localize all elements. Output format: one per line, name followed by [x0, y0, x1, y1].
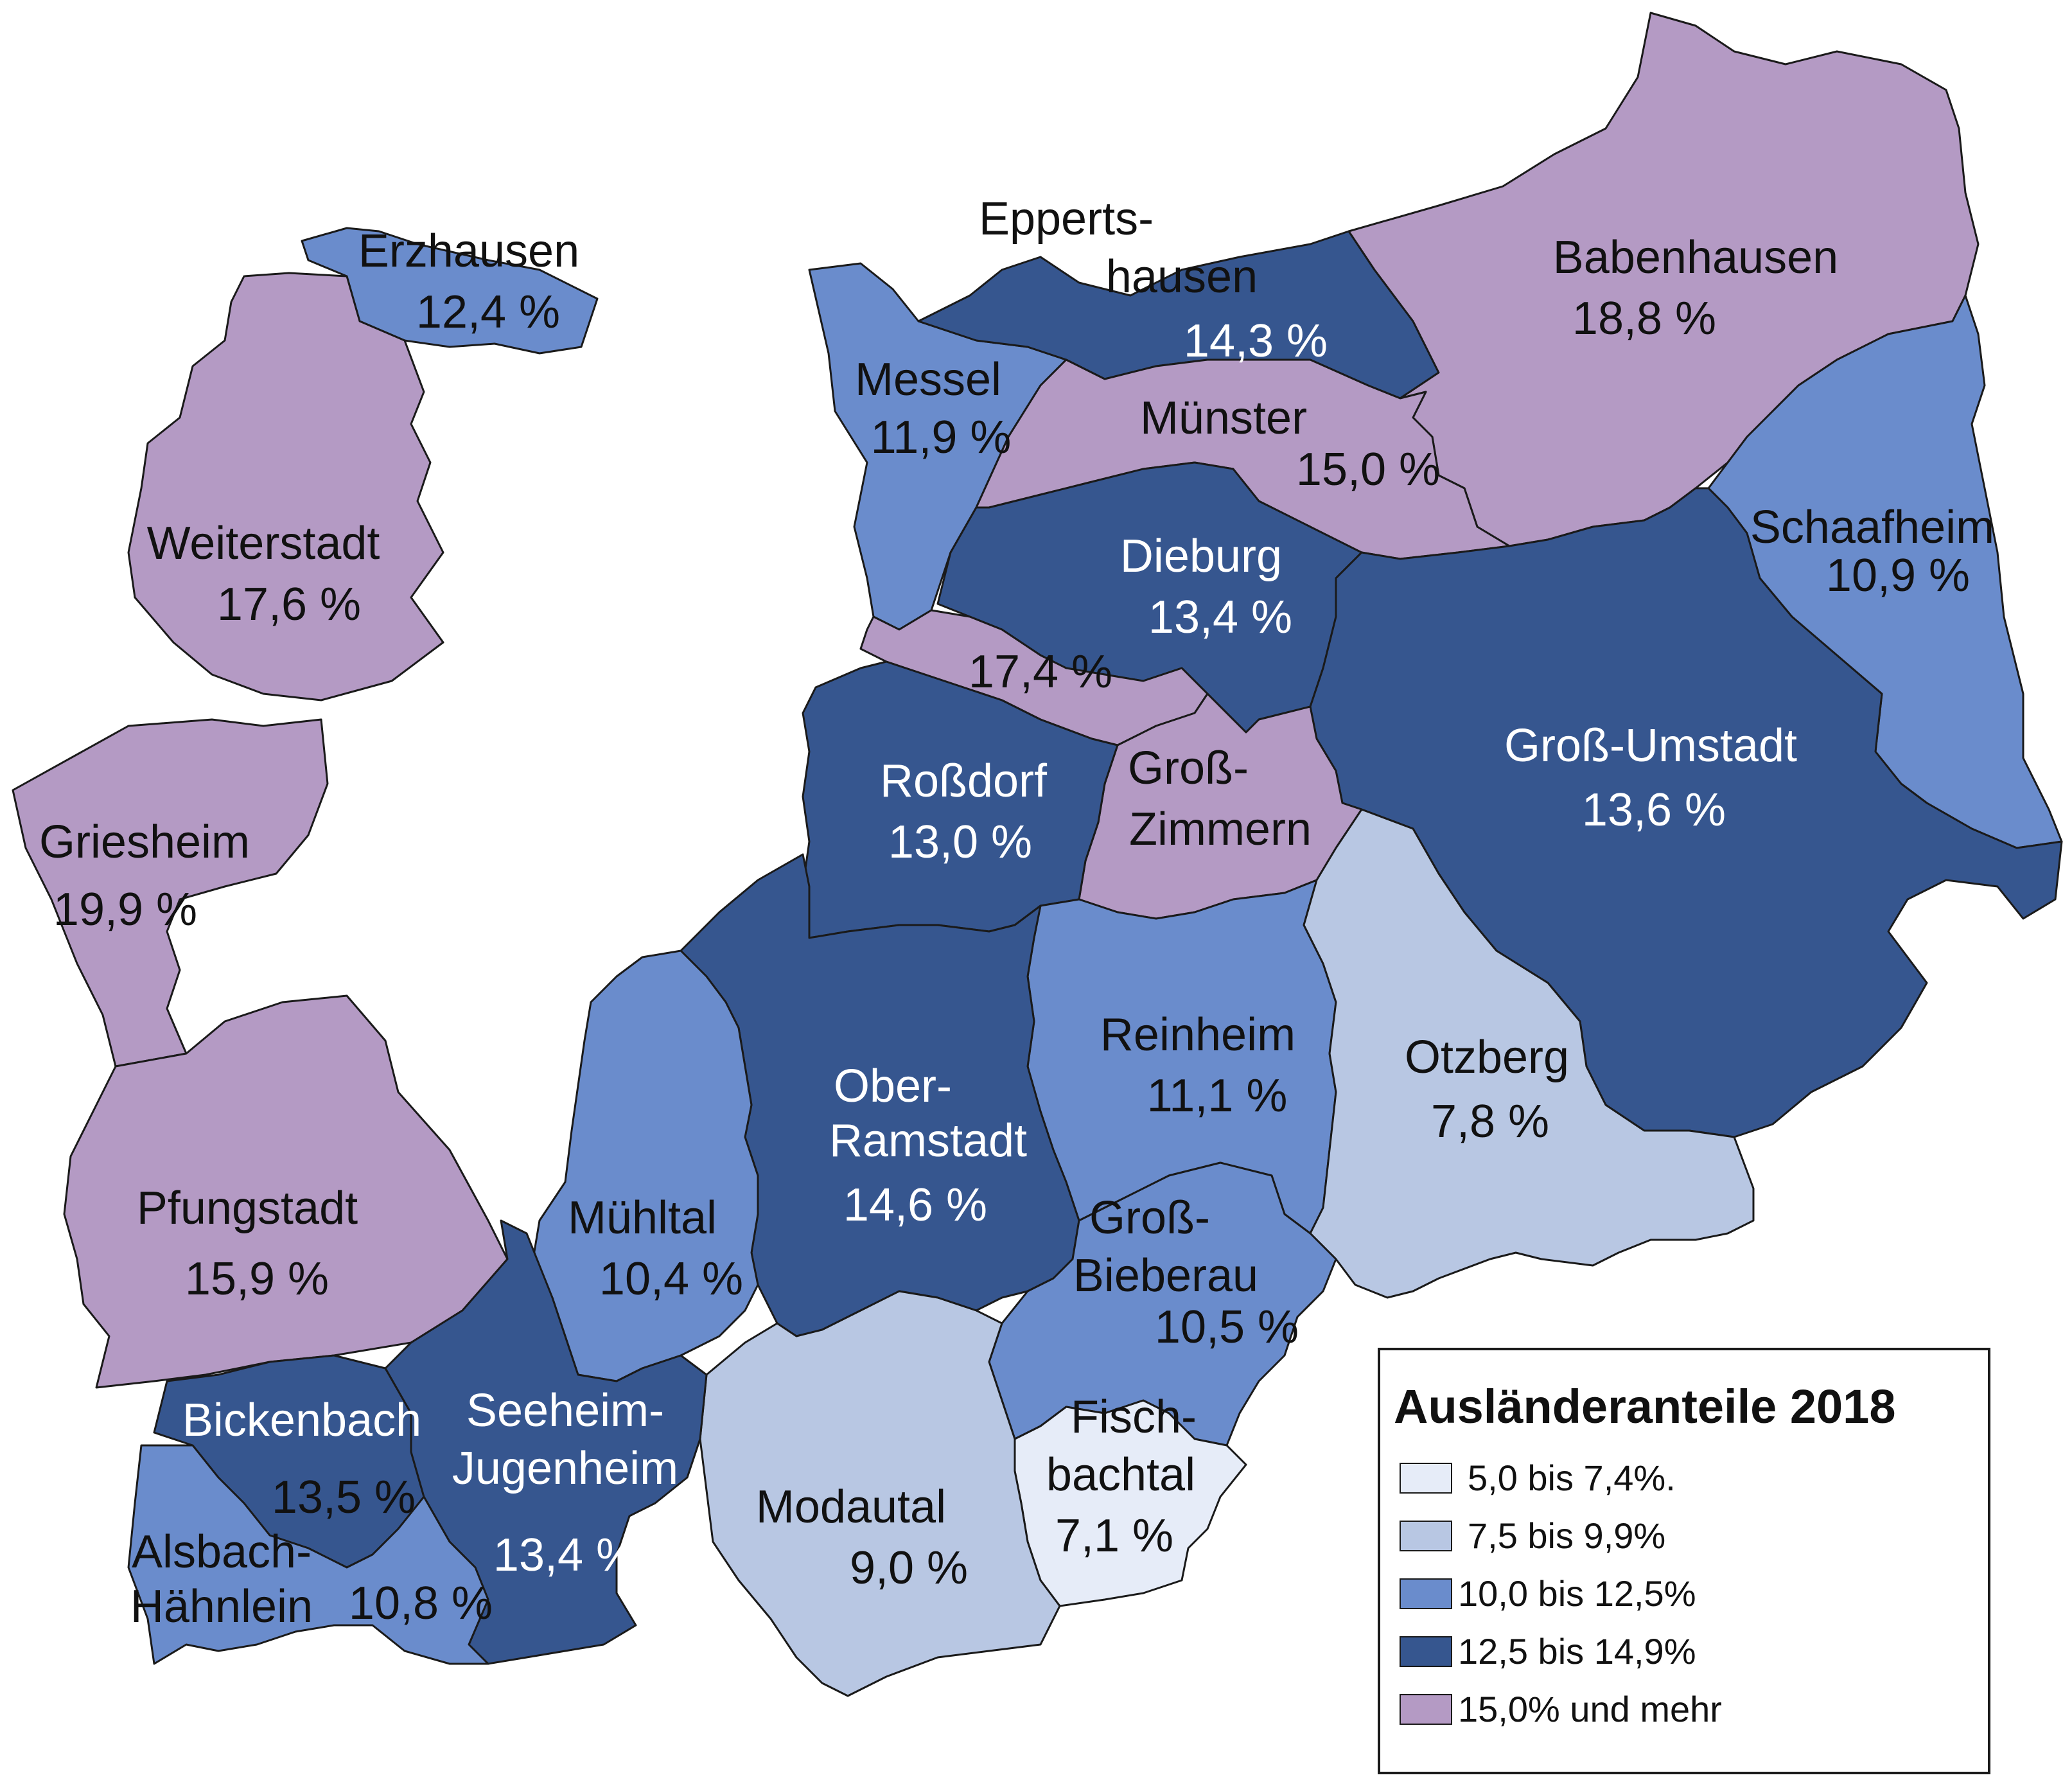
reinheim-value: 11,1 % — [1147, 1070, 1288, 1122]
bickenbach-name: Bickenbach — [182, 1395, 421, 1446]
weiterstadt-value: 17,6 % — [217, 579, 361, 630]
legend: Ausländeranteile 2018 5,0 bis 7,4%. 7,5 … — [1378, 1348, 1990, 1774]
region-labels: Erzhausen 12,4 % Weiterstadt 17,6 % Grie… — [39, 193, 1994, 1632]
erzhausen-name: Erzhausen — [358, 225, 579, 277]
ober-ramstadt-name-2: Ramstadt — [829, 1115, 1027, 1167]
region-alsbach-haehnlein[interactable] — [127, 1444, 489, 1665]
region-modautal[interactable] — [699, 1290, 1061, 1697]
ober-ramstadt-value: 14,6 % — [843, 1179, 987, 1231]
legend-swatch-4 — [1400, 1636, 1452, 1667]
bickenbach-value: 13,5 % — [272, 1472, 416, 1523]
modautal-value: 9,0 % — [850, 1542, 968, 1594]
legend-box — [1378, 1348, 1990, 1774]
region-griesheim[interactable] — [12, 718, 329, 1068]
schaafheim-name: Schaafheim — [1750, 502, 1994, 553]
muenster-name: Münster — [1140, 393, 1307, 444]
gross-umstadt-value: 13,6 % — [1582, 784, 1726, 836]
legend-label-2: 7,5 bis 9,9% — [1468, 1515, 1665, 1556]
rossdorf-name: Roßdorf — [880, 755, 1048, 807]
pfungstadt-name: Pfungstadt — [137, 1183, 358, 1234]
erzhausen-value: 12,4 % — [416, 287, 560, 338]
alsbach-haehnlein-name-2: Hähnlein — [130, 1581, 313, 1632]
otzberg-value: 7,8 % — [1431, 1096, 1549, 1147]
pfungstadt-value: 15,9 % — [185, 1253, 329, 1305]
fischbachtal-value: 7,1 % — [1055, 1510, 1173, 1562]
fischbachtal-name-2: bachtal — [1046, 1449, 1195, 1501]
eppertshausen-value: 14,3 % — [1184, 315, 1328, 367]
legend-label-4: 12,5 bis 14,9% — [1458, 1631, 1696, 1672]
legend-swatch-1 — [1400, 1463, 1452, 1494]
eppertshausen-name-2: hausen — [1106, 251, 1258, 303]
muehltal-name: Mühltal — [568, 1192, 717, 1244]
legend-label-1: 5,0 bis 7,4%. — [1468, 1458, 1676, 1498]
seeheim-jugenheim-value: 13,4 % — [493, 1530, 637, 1581]
seeheim-jugenheim-name-1: Seeheim- — [466, 1385, 664, 1436]
ober-ramstadt-name-1: Ober- — [834, 1061, 952, 1112]
babenhausen-value: 18,8 % — [1572, 293, 1716, 344]
babenhausen-name: Babenhausen — [1553, 232, 1838, 283]
muenster-value: 15,0 % — [1296, 444, 1440, 495]
weiterstadt-name: Weiterstadt — [147, 518, 380, 569]
legend-swatch-2 — [1400, 1521, 1452, 1551]
modautal-name: Modautal — [756, 1481, 946, 1533]
gross-bieberau-value: 10,5 % — [1155, 1301, 1299, 1353]
region-otzberg[interactable] — [1303, 808, 1755, 1299]
rossdorf-value: 13,0 % — [888, 816, 1032, 868]
region-weiterstadt[interactable] — [127, 272, 444, 701]
griesheim-name: Griesheim — [39, 816, 250, 868]
gross-bieberau-name-1: Groß- — [1089, 1192, 1210, 1244]
dieburg-name: Dieburg — [1120, 531, 1282, 582]
eppertshausen-name-1: Epperts- — [979, 193, 1154, 245]
muehltal-value: 10,4 % — [599, 1253, 743, 1305]
schaafheim-value: 10,9 % — [1826, 550, 1970, 601]
seeheim-jugenheim-name-2: Jugenheim — [452, 1443, 678, 1494]
gross-zimmern-name-2: Zimmern — [1129, 804, 1312, 855]
legend-swatch-3 — [1400, 1578, 1452, 1609]
fischbachtal-name-1: Fisch- — [1071, 1391, 1197, 1443]
alsbach-haehnlein-name-1: Alsbach- — [132, 1526, 312, 1578]
messel-value: 11,9 % — [871, 412, 1012, 463]
legend-swatch-5 — [1400, 1694, 1452, 1725]
gross-umstadt-name: Groß-Umstadt — [1504, 720, 1797, 772]
region-pfungstadt[interactable] — [63, 994, 509, 1389]
otzberg-name: Otzberg — [1405, 1032, 1569, 1083]
gross-zimmern-name-1: Groß- — [1128, 743, 1249, 794]
legend-label-5: 15,0% und mehr — [1458, 1689, 1722, 1729]
griesheim-value: 19,9 % — [53, 884, 197, 935]
legend-label-3: 10,0 bis 12,5% — [1458, 1573, 1696, 1614]
reinheim-name: Reinheim — [1100, 1009, 1295, 1061]
unnamed-strip-value: 17,4 % — [969, 646, 1112, 698]
alsbach-haehnlein-value: 10,8 % — [349, 1578, 493, 1629]
dieburg-value: 13,4 % — [1148, 592, 1292, 643]
gross-bieberau-name-2: Bieberau — [1073, 1250, 1258, 1301]
legend-title: Ausländeranteile 2018 — [1394, 1380, 1895, 1433]
region-muehltal[interactable] — [532, 949, 759, 1382]
messel-name: Messel — [855, 354, 1001, 405]
